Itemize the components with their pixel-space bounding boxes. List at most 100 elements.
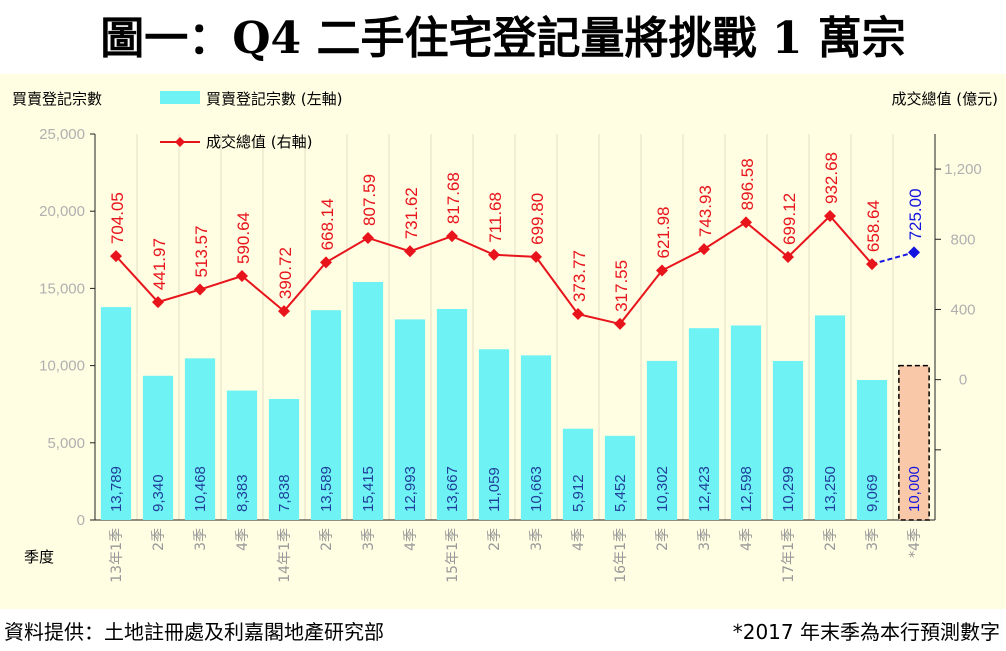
bar xyxy=(268,398,300,520)
bar xyxy=(520,355,552,520)
line-value-label: 807.59 xyxy=(360,174,379,226)
bar xyxy=(814,315,846,520)
bar xyxy=(562,428,594,520)
category-label: 3季 xyxy=(193,528,209,551)
category-label: 3季 xyxy=(865,528,881,551)
line-point xyxy=(488,248,500,261)
right-axis-title: 成交總值 (億元) xyxy=(892,90,998,108)
left-tick-label: 15,000 xyxy=(39,280,85,297)
chart-panel: 0 5,000 10,000 15,000 20,000 25,000 0 400 800 1,2… xyxy=(0,74,1006,609)
category-label: 2季 xyxy=(823,528,839,551)
bar-value-label: 10,663 xyxy=(528,466,545,512)
line-point xyxy=(866,258,878,271)
x-axis-title: 季度 xyxy=(24,548,54,566)
category-label: 2季 xyxy=(655,528,671,551)
line-value-label: 896.58 xyxy=(738,158,757,210)
line-value-label: 590.64 xyxy=(234,212,253,264)
line-value-label: 513.57 xyxy=(192,226,211,278)
category-label: 14年1季 xyxy=(277,528,293,583)
category-label: 2季 xyxy=(151,528,167,551)
category-label: 2季 xyxy=(319,528,335,551)
line-value-label: 373.77 xyxy=(570,250,589,302)
bar-value-label: 10,302 xyxy=(654,466,671,512)
bar-value-label: 13,789 xyxy=(108,466,125,512)
bar xyxy=(394,319,426,520)
line-value-label: 699.80 xyxy=(528,193,547,245)
bar xyxy=(478,349,510,520)
line-point xyxy=(572,308,584,321)
bar-value-label: 10,299 xyxy=(780,466,797,512)
bar xyxy=(100,307,132,520)
value-line-forecast xyxy=(871,251,915,266)
line-value-label: 699.12 xyxy=(780,193,799,245)
bar xyxy=(730,325,762,520)
bar xyxy=(688,328,720,520)
line-point xyxy=(656,264,668,277)
category-label: 3季 xyxy=(361,528,377,551)
line-point xyxy=(236,270,248,283)
line-point xyxy=(110,250,122,263)
bar xyxy=(226,390,258,520)
left-tick-label: 5,000 xyxy=(47,435,85,452)
line-value-label: 743.93 xyxy=(696,185,715,237)
bar-value-label: 12,993 xyxy=(402,466,419,512)
bar-value-label: 13,589 xyxy=(318,466,335,512)
bar xyxy=(184,358,216,520)
category-label: 16年1季 xyxy=(613,528,629,583)
line-value-label: 390.72 xyxy=(276,247,295,299)
left-axis-title: 買賣登記宗數 xyxy=(12,90,102,108)
category-label: 4季 xyxy=(571,528,587,551)
legend-line-label: 成交總值 (右軸) xyxy=(206,133,312,151)
line-point xyxy=(824,209,836,222)
bar xyxy=(352,281,384,520)
bar-value-label: 10,000 xyxy=(906,466,923,512)
bar-forecast xyxy=(898,364,930,521)
bar xyxy=(856,379,888,520)
chart-svg: 0 5,000 10,000 15,000 20,000 25,000 0 400 800 1,2… xyxy=(12,90,998,583)
bar xyxy=(436,308,468,520)
bar xyxy=(310,310,342,520)
line-point-forecast xyxy=(908,246,920,259)
line-value-label: 731.62 xyxy=(402,187,421,239)
line-value-label: 704.05 xyxy=(108,192,127,244)
legend-bar-swatch xyxy=(160,91,200,104)
line-value-label: 932.68 xyxy=(822,152,841,204)
right-tick-label: 0 xyxy=(959,372,967,389)
category-label: 4季 xyxy=(235,528,251,551)
line-point xyxy=(446,230,458,243)
category-label: 3季 xyxy=(529,528,545,551)
forecast-note: *2017 年末季為本行預測數字 xyxy=(732,620,1000,644)
line-point xyxy=(320,256,332,269)
category-label: *4季 xyxy=(907,528,923,558)
bar-value-label: 11,059 xyxy=(486,467,503,512)
bar-value-label: 8,383 xyxy=(234,474,251,512)
left-tick-label: 0 xyxy=(77,512,85,529)
bar-value-label: 9,340 xyxy=(150,474,167,512)
bar-value-label: 13,667 xyxy=(444,466,461,512)
bar-value-label: 10,468 xyxy=(192,466,209,512)
line-value-label: 711.68 xyxy=(486,192,505,243)
category-label: 13年1季 xyxy=(109,528,125,583)
category-label: 3季 xyxy=(697,528,713,551)
line-value-label: 621.98 xyxy=(654,207,673,259)
line-point xyxy=(530,250,542,263)
category-label: 17年1季 xyxy=(781,528,797,583)
line-point xyxy=(194,283,206,296)
bar-value-label: 12,423 xyxy=(696,466,713,512)
legend-bar-label: 買賣登記宗數 (左軸) xyxy=(206,90,342,108)
category-label: 4季 xyxy=(739,528,755,551)
bar-value-label: 12,598 xyxy=(738,466,755,512)
category-label: 15年1季 xyxy=(445,528,461,583)
line-point xyxy=(782,250,794,263)
bar xyxy=(604,435,636,520)
source-note: 資料提供：土地註冊處及利嘉閣地產研究部 xyxy=(4,620,384,644)
right-tick-label: 1,200 xyxy=(944,161,982,178)
right-tick-label: 800 xyxy=(950,231,975,248)
line-point xyxy=(278,305,290,318)
line-point xyxy=(614,317,626,330)
right-tick-label: 400 xyxy=(950,301,975,318)
line-value-label: 658.64 xyxy=(864,200,883,252)
bar-value-label: 5,912 xyxy=(570,474,587,512)
left-tick-label: 20,000 xyxy=(39,203,85,220)
bar xyxy=(772,360,804,520)
